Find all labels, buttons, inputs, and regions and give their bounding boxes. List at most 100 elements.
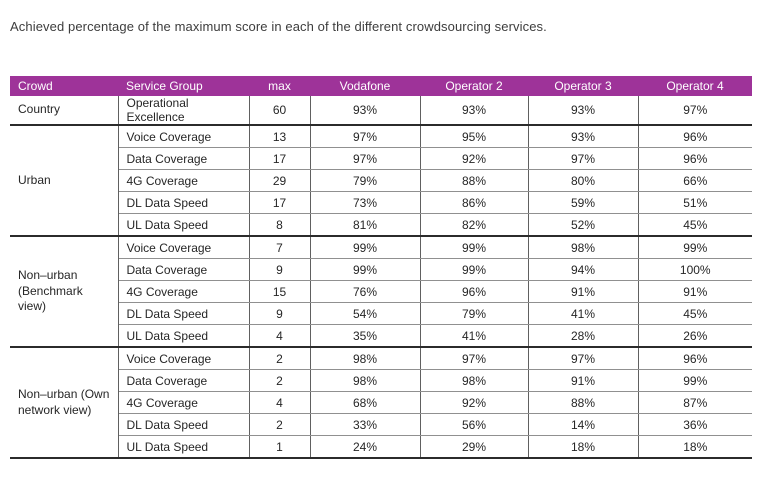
service-cell: Data Coverage	[118, 147, 250, 170]
table-row: Data Coverage 17 97% 92% 97% 96%	[10, 147, 752, 170]
operator3-cell: 91%	[528, 280, 639, 303]
table-row: UL Data Speed 8 81% 82% 52% 45%	[10, 213, 752, 237]
operator4-cell: 91%	[638, 280, 752, 303]
vodafone-cell: 76%	[310, 280, 421, 303]
header-cell-vodafone: Vodafone	[310, 76, 420, 96]
operator2-cell: 88%	[420, 169, 529, 192]
operator3-cell: 52%	[528, 213, 639, 237]
operator4-cell: 45%	[638, 302, 752, 325]
operator2-cell: 29%	[420, 435, 529, 459]
vodafone-cell: 99%	[310, 236, 421, 259]
vodafone-cell: 33%	[310, 413, 421, 436]
vodafone-cell: 81%	[310, 213, 421, 237]
operator4-cell: 18%	[638, 435, 752, 459]
operator4-cell: 96%	[638, 125, 752, 148]
operator3-cell: 59%	[528, 191, 639, 214]
crowd-cell-nonurban-benchmark: Non–urban (Benchmark view)	[10, 236, 119, 348]
operator4-cell: 100%	[638, 258, 752, 281]
operator2-cell: 92%	[420, 147, 529, 170]
operator2-cell: 95%	[420, 125, 529, 148]
operator2-cell: 56%	[420, 413, 529, 436]
service-cell: DL Data Speed	[118, 191, 250, 214]
max-cell: 2	[249, 413, 311, 436]
operator3-cell: 97%	[528, 347, 639, 370]
operator2-cell: 92%	[420, 391, 529, 414]
crowd-cell-country: Country	[10, 96, 119, 126]
max-cell: 60	[249, 96, 311, 126]
service-cell: DL Data Speed	[118, 413, 250, 436]
max-cell: 17	[249, 147, 311, 170]
vodafone-cell: 73%	[310, 191, 421, 214]
operator2-cell: 99%	[420, 258, 529, 281]
vodafone-cell: 97%	[310, 125, 421, 148]
service-cell: UL Data Speed	[118, 213, 250, 237]
service-cell: Data Coverage	[118, 258, 250, 281]
vodafone-cell: 97%	[310, 147, 421, 170]
table-row: Country Operational Excellence 60 93% 93…	[10, 96, 752, 126]
operator3-cell: 93%	[528, 96, 639, 126]
service-cell: UL Data Speed	[118, 324, 250, 348]
table-header: Crowd Service Group max Vodafone Operato…	[10, 76, 752, 96]
vodafone-cell: 99%	[310, 258, 421, 281]
vodafone-cell: 24%	[310, 435, 421, 459]
operator2-cell: 79%	[420, 302, 529, 325]
table-row: DL Data Speed 2 33% 56% 14% 36%	[10, 413, 752, 436]
operator4-cell: 36%	[638, 413, 752, 436]
max-cell: 9	[249, 302, 311, 325]
operator3-cell: 97%	[528, 147, 639, 170]
operator4-cell: 96%	[638, 147, 752, 170]
table-row: 4G Coverage 4 68% 92% 88% 87%	[10, 391, 752, 414]
operator2-cell: 96%	[420, 280, 529, 303]
table-row: 4G Coverage 29 79% 88% 80% 66%	[10, 169, 752, 192]
header-cell-operator3: Operator 3	[528, 76, 638, 96]
header-cell-service-group: Service Group	[118, 76, 249, 96]
table-row: Data Coverage 2 98% 98% 91% 99%	[10, 369, 752, 392]
service-cell: 4G Coverage	[118, 391, 250, 414]
score-table: Crowd Service Group max Vodafone Operato…	[10, 76, 752, 459]
operator4-cell: 97%	[638, 96, 752, 126]
operator2-cell: 98%	[420, 369, 529, 392]
operator4-cell: 99%	[638, 236, 752, 259]
operator4-cell: 45%	[638, 213, 752, 237]
operator3-cell: 94%	[528, 258, 639, 281]
header-cell-operator4: Operator 4	[638, 76, 752, 96]
operator3-cell: 88%	[528, 391, 639, 414]
service-cell: Voice Coverage	[118, 125, 250, 148]
operator3-cell: 93%	[528, 125, 639, 148]
service-cell: Data Coverage	[118, 369, 250, 392]
operator4-cell: 66%	[638, 169, 752, 192]
operator4-cell: 87%	[638, 391, 752, 414]
vodafone-cell: 68%	[310, 391, 421, 414]
header-cell-max: max	[249, 76, 310, 96]
service-cell: Voice Coverage	[118, 236, 250, 259]
vodafone-cell: 98%	[310, 369, 421, 392]
operator4-cell: 51%	[638, 191, 752, 214]
max-cell: 4	[249, 391, 311, 414]
operator4-cell: 99%	[638, 369, 752, 392]
max-cell: 2	[249, 369, 311, 392]
max-cell: 9	[249, 258, 311, 281]
operator3-cell: 41%	[528, 302, 639, 325]
vodafone-cell: 93%	[310, 96, 421, 126]
max-cell: 1	[249, 435, 311, 459]
service-cell: 4G Coverage	[118, 280, 250, 303]
operator3-cell: 18%	[528, 435, 639, 459]
operator3-cell: 98%	[528, 236, 639, 259]
table-row: DL Data Speed 9 54% 79% 41% 45%	[10, 302, 752, 325]
service-cell: Voice Coverage	[118, 347, 250, 370]
table-row: UL Data Speed 4 35% 41% 28% 26%	[10, 324, 752, 348]
vodafone-cell: 79%	[310, 169, 421, 192]
max-cell: 2	[249, 347, 311, 370]
service-cell: 4G Coverage	[118, 169, 250, 192]
operator3-cell: 14%	[528, 413, 639, 436]
operator2-cell: 93%	[420, 96, 529, 126]
service-cell: UL Data Speed	[118, 435, 250, 459]
header-row: Crowd Service Group max Vodafone Operato…	[10, 76, 752, 96]
table-body: Country Operational Excellence 60 93% 93…	[10, 96, 752, 459]
operator4-cell: 96%	[638, 347, 752, 370]
header-cell-crowd: Crowd	[10, 76, 118, 96]
table-row: Urban Voice Coverage 13 97% 95% 93% 96%	[10, 125, 752, 237]
max-cell: 29	[249, 169, 311, 192]
crowd-cell-nonurban-own: Non–urban (Own network view)	[10, 347, 119, 459]
